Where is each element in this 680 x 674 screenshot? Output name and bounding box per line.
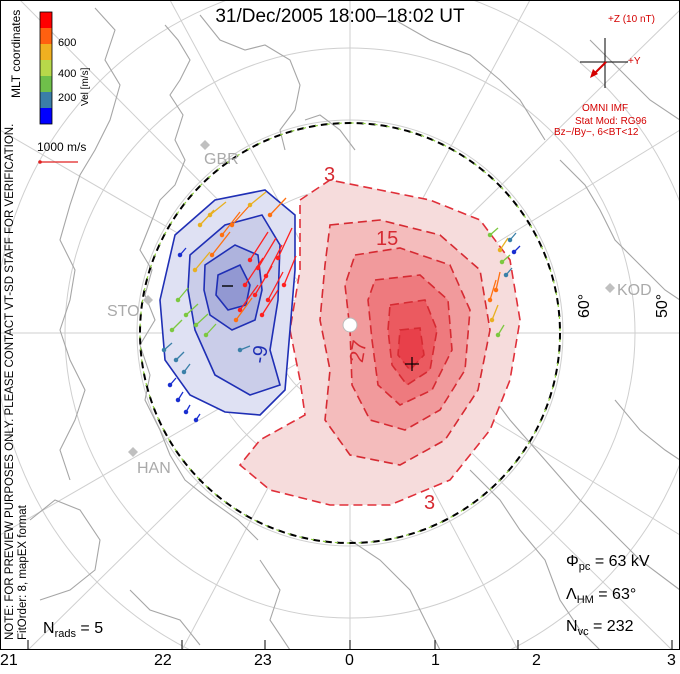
colorbar-tick: 400	[58, 68, 77, 80]
phi-symbol: Φ	[566, 553, 579, 570]
mlt-label: 0	[345, 652, 354, 669]
positive-potential-cell	[238, 179, 521, 506]
reference-vector-label: 1000 m/s	[37, 140, 87, 154]
imf-source: OMNI IMF	[582, 103, 629, 114]
nvc-subscript: vc	[577, 626, 589, 639]
lambda-value: = 63°	[598, 586, 637, 603]
mlt-label: 22	[154, 652, 172, 669]
contour-label: 15	[376, 228, 399, 250]
lambda-symbol: Λ	[566, 586, 577, 603]
coordinate-label: MLT coordinates	[9, 9, 23, 98]
mlt-label: 2	[532, 652, 541, 669]
nrads-value: = 5	[80, 620, 104, 637]
preview-note: NOTE: FOR PREVIEW PURPOSES ONLY. PLEASE …	[4, 123, 16, 640]
latitude-label: 50°	[654, 293, 671, 318]
pole-marker	[342, 317, 358, 333]
nrads-stat: Nrads = 5	[43, 620, 103, 640]
imf-dial	[580, 38, 628, 88]
imf-y-label: +Y	[628, 56, 641, 67]
lambda-subscript: HM	[576, 594, 594, 607]
mlt-label: 3	[667, 652, 676, 669]
stat-model: Stat Mod: RG96	[575, 116, 647, 127]
mlt-label: 1	[431, 652, 440, 669]
mlt-label: 23	[254, 652, 272, 669]
contour-label: 3	[424, 492, 436, 514]
mlt-ticks	[27, 640, 673, 650]
colorbar-tick: 600	[58, 37, 77, 49]
imf-bin: Bz−/By−, 6<BT<12	[554, 127, 639, 138]
phi-value: = 63 kV	[594, 553, 650, 570]
mlt-label: 21	[0, 652, 18, 669]
cross-polar-cap-potential: Φpc = 63 kV	[566, 553, 650, 573]
hm-boundary	[139, 122, 561, 544]
fitorder-note: FitOrder: 8, mapEX format	[17, 505, 29, 640]
station-label: GBR	[204, 151, 239, 168]
phi-subscript: pc	[578, 561, 591, 574]
imf-z-label: +Z (10 nT)	[608, 14, 655, 25]
nvc-symbol: N	[566, 618, 578, 635]
potential-max-marker	[405, 357, 419, 371]
contour-label: 3	[324, 164, 336, 186]
station-label: HAN	[137, 460, 171, 477]
colorbar-unit-label: Vel [m/s]	[80, 67, 91, 106]
colorbar-tick: 200	[58, 92, 77, 104]
velocity-vectors	[161, 191, 521, 423]
hm-latitude: ΛHM = 63°	[566, 586, 636, 606]
nrads-symbol: N	[43, 620, 55, 637]
latitude-label: 60°	[576, 293, 593, 318]
station-label: STO	[107, 303, 140, 320]
velocity-colorbar	[39, 11, 53, 125]
reference-vector	[38, 160, 78, 164]
coastlines	[29, 7, 680, 650]
station-label: KOD	[617, 282, 652, 299]
negative-potential-cell	[159, 189, 296, 416]
nvc-stat: Nvc = 232	[566, 618, 634, 638]
station-markers	[128, 140, 615, 457]
contour-label: 27	[345, 338, 372, 365]
nrads-subscript: rads	[54, 628, 76, 641]
map-title: 31/Dec/2005 18:00–18:02 UT	[215, 6, 465, 27]
nvc-value: = 232	[593, 618, 634, 635]
contour-label: -9	[248, 343, 273, 366]
